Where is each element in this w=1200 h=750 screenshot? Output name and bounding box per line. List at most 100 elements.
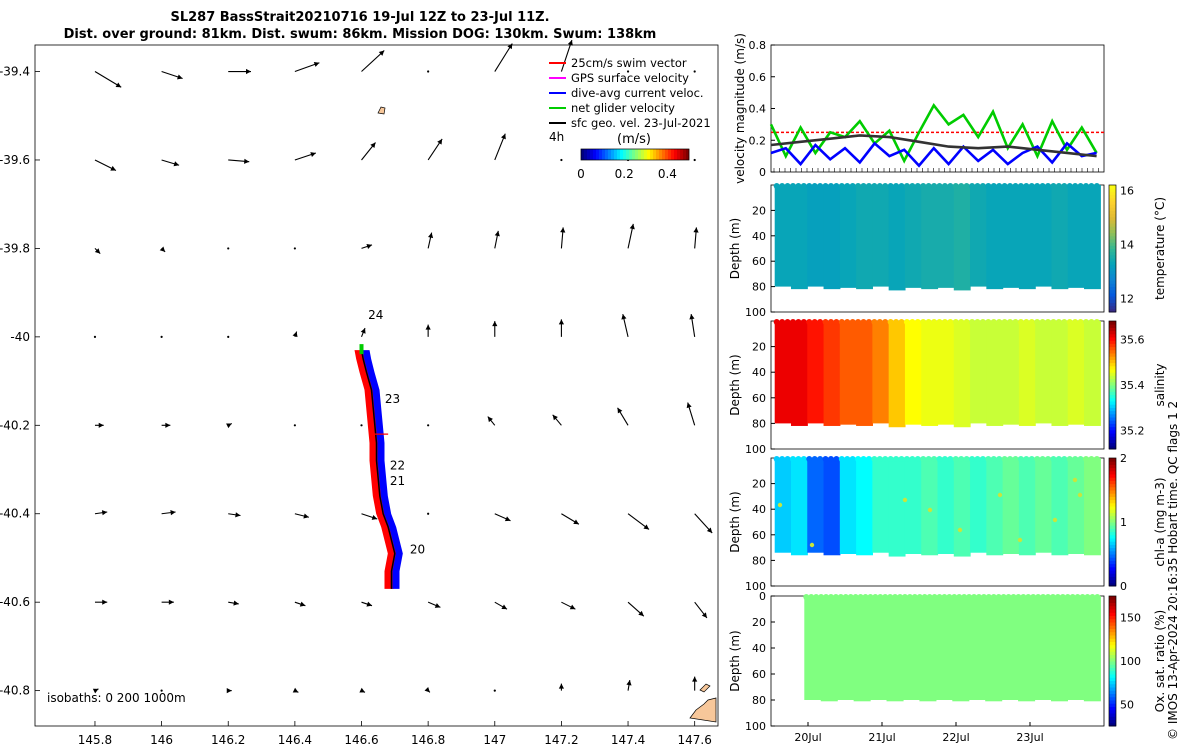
chla-surface-sample bbox=[1034, 456, 1041, 462]
oxsat-colorbar-cell bbox=[1109, 635, 1116, 639]
oxsat-surface-sample bbox=[887, 594, 894, 600]
chla-surface-sample bbox=[871, 456, 878, 462]
salinity-colorbar-cell bbox=[1109, 321, 1116, 325]
chla-surface-sample bbox=[860, 456, 867, 462]
oxsat-colorbar-cell bbox=[1109, 602, 1116, 607]
oxsat-surface-sample bbox=[857, 594, 864, 600]
chla-colorbar-cell bbox=[1109, 531, 1116, 536]
temperature-surface-sample bbox=[941, 183, 948, 189]
surface-velocity-arrowhead bbox=[292, 687, 299, 693]
oxsat-surface-sample bbox=[832, 594, 839, 600]
surface-velocity-arrowhead bbox=[629, 223, 635, 230]
temperature-surface-sample bbox=[969, 183, 976, 189]
temperature-colorbar-cell bbox=[1109, 200, 1116, 205]
oxsat-colorbar-box bbox=[1108, 595, 1117, 727]
chla-surface-sample bbox=[817, 456, 824, 462]
chla-surface-sample bbox=[849, 456, 856, 462]
salinity-colorbar-cell bbox=[1109, 369, 1116, 373]
surface-velocity-arrowhead bbox=[507, 43, 513, 50]
oxsat-surface-sample bbox=[823, 594, 830, 600]
oxsat-colorbar-cell bbox=[1109, 703, 1116, 707]
chla-sample-point bbox=[997, 492, 1003, 498]
salinity-surface-sample bbox=[1017, 319, 1024, 325]
surface-velocity-arrowhead bbox=[359, 687, 366, 693]
chla-surface-sample bbox=[1066, 456, 1073, 462]
temperature-surface-sample bbox=[789, 183, 796, 189]
temperature-surface-sample bbox=[887, 183, 894, 189]
salinity-colorbar-cell bbox=[1109, 381, 1116, 386]
chla-ytick-label: 60 bbox=[752, 529, 766, 542]
colorbar-cell bbox=[629, 149, 633, 160]
surface-velocity-arrowhead bbox=[299, 601, 306, 607]
oxsat-surface-sample bbox=[941, 594, 948, 600]
surface-velocity-arrowhead bbox=[159, 246, 166, 252]
chla-colorbar-tick-label: 2 bbox=[1120, 452, 1127, 465]
oxsat-colorbar-cell bbox=[1109, 605, 1116, 610]
salinity-colorbar-cell bbox=[1109, 420, 1116, 424]
chla-ytick-label: 40 bbox=[752, 503, 766, 516]
colorbar-cell bbox=[605, 149, 609, 160]
velocity-ylabel: velocity magnitude (m/s) bbox=[733, 33, 747, 184]
map-xtick-label: 147.6 bbox=[677, 733, 711, 747]
velocity-ytick-label: 0.6 bbox=[749, 71, 767, 84]
chla-colorbar-cell bbox=[1109, 560, 1116, 565]
chla-surface-sample bbox=[1061, 456, 1068, 462]
salinity-surface-sample bbox=[887, 319, 894, 325]
temperature-colorbar-cell bbox=[1109, 254, 1116, 259]
chla-surface-sample bbox=[773, 456, 780, 462]
chla-surface-sample bbox=[936, 456, 943, 462]
oxsat-surface-sample bbox=[818, 594, 825, 600]
oxsat-profile-column bbox=[1083, 596, 1101, 702]
chla-surface-sample bbox=[947, 456, 954, 462]
oxsat-colorbar-cell bbox=[1109, 596, 1116, 600]
temperature-profile-column bbox=[856, 185, 873, 290]
temperature-surface-sample bbox=[806, 183, 813, 189]
chla-colorbar-cell bbox=[1109, 499, 1116, 504]
oxsat-surface-sample bbox=[1005, 594, 1012, 600]
chla-colorbar-cell bbox=[1109, 496, 1116, 501]
oxsat-surface-sample bbox=[1049, 594, 1056, 600]
island-shape bbox=[377, 106, 386, 115]
salinity-profile-column bbox=[790, 321, 808, 426]
glider-start-marker bbox=[359, 344, 364, 355]
temperature-colorbar-cell bbox=[1109, 280, 1116, 284]
temperature-colorbar-cell bbox=[1109, 229, 1116, 234]
oxsat-surface-sample bbox=[862, 594, 869, 600]
temperature-colorbar-cell bbox=[1109, 194, 1116, 199]
temperature-colorbar-cell bbox=[1109, 277, 1116, 281]
temperature-surface-sample bbox=[822, 183, 829, 189]
temperature-colorbar-cell bbox=[1109, 261, 1116, 265]
oxsat-colorbar-cell bbox=[1109, 693, 1116, 698]
oxsat-surface-sample bbox=[1089, 594, 1096, 600]
temperature-colorbar-cell bbox=[1109, 242, 1116, 246]
salinity-surface-sample bbox=[795, 319, 802, 325]
chla-sample-point bbox=[927, 507, 933, 513]
salinity-surface-sample bbox=[855, 319, 862, 325]
temperature-colorbar-cell bbox=[1109, 204, 1116, 208]
temperature-surface-sample bbox=[1039, 183, 1046, 189]
chla-colorbar-cell bbox=[1109, 550, 1116, 555]
chla-colorbar-label: chl-a (mg m-3) bbox=[1153, 477, 1167, 566]
salinity-colorbar-cell bbox=[1109, 365, 1116, 370]
temperature-surface-sample bbox=[838, 183, 845, 189]
oxsat-surface-sample bbox=[1054, 594, 1061, 600]
oxsat-surface-sample bbox=[1094, 594, 1101, 600]
salinity-surface-sample bbox=[941, 319, 948, 325]
temperature-surface-sample bbox=[1066, 183, 1073, 189]
surface-velocity-arrowhead bbox=[437, 138, 443, 145]
salinity-colorbar-cell bbox=[1109, 417, 1116, 421]
chla-sample-point bbox=[1052, 517, 1058, 523]
legend-label: GPS surface velocity bbox=[571, 71, 689, 85]
temperature-surface-sample bbox=[784, 183, 791, 189]
salinity-surface-sample bbox=[1061, 319, 1068, 325]
temperature-profile-column bbox=[1084, 185, 1101, 290]
temperature-colorbar-cell bbox=[1109, 270, 1116, 275]
chla-profile-column bbox=[1035, 458, 1053, 553]
oxsat-surface-sample bbox=[892, 594, 899, 600]
colorbar-cell bbox=[647, 149, 651, 160]
oxsat-surface-sample bbox=[872, 594, 879, 600]
temperature-ytick-label: 100 bbox=[745, 306, 766, 319]
copyright-note: © IMOS 13-Apr-2024 20:16:35 Hobart time.… bbox=[1166, 400, 1180, 740]
salinity-surface-sample bbox=[833, 319, 840, 325]
surface-velocity-arrowhead bbox=[643, 524, 650, 530]
